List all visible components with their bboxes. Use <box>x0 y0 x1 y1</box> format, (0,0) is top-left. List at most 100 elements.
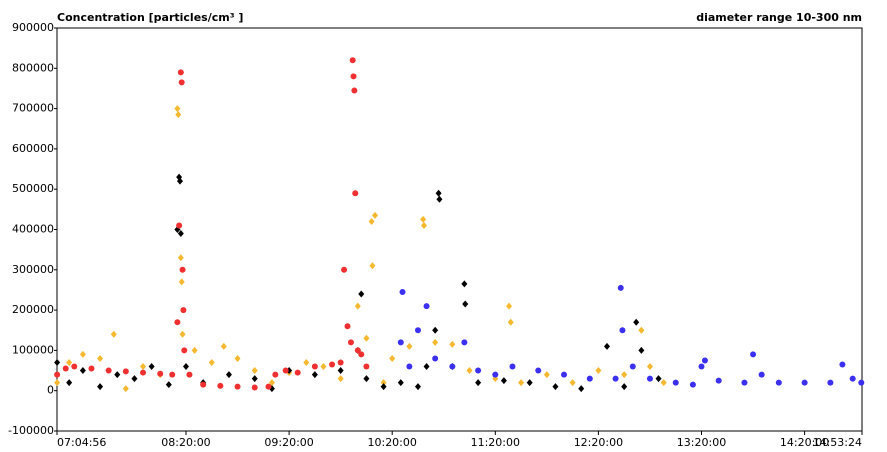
point <box>621 383 628 391</box>
point <box>66 358 73 366</box>
point <box>97 383 104 391</box>
point <box>849 375 856 382</box>
point <box>414 327 421 334</box>
point <box>569 379 576 387</box>
point <box>265 383 272 390</box>
point <box>406 342 413 350</box>
point <box>329 361 336 368</box>
point <box>177 69 184 76</box>
point <box>174 105 181 113</box>
point <box>176 222 183 229</box>
point <box>282 367 289 374</box>
point <box>251 384 258 391</box>
point <box>475 367 482 374</box>
point <box>175 111 182 119</box>
chart-title: Concentration [particles/cm³ ] <box>57 11 243 24</box>
y-tick-label: 900000 <box>12 21 54 34</box>
point <box>436 195 443 203</box>
point <box>62 365 69 372</box>
chart-subtitle: diameter range 10-300 nm <box>696 11 862 24</box>
x-tick-label: 07:04:56 <box>57 436 106 449</box>
y-tick-label: 100000 <box>12 343 54 356</box>
point <box>462 300 469 308</box>
point <box>191 346 198 354</box>
point <box>475 379 482 387</box>
point <box>54 371 61 378</box>
point <box>363 334 370 342</box>
point <box>337 375 344 383</box>
point <box>225 371 232 379</box>
point <box>750 351 757 358</box>
point <box>54 379 61 387</box>
point <box>105 367 112 374</box>
point <box>337 359 344 366</box>
point <box>420 215 427 223</box>
point <box>526 379 533 387</box>
point <box>66 379 73 387</box>
point <box>397 339 404 346</box>
point <box>341 266 348 273</box>
point <box>79 367 86 375</box>
point <box>432 355 439 362</box>
point <box>689 381 696 388</box>
point <box>354 302 361 310</box>
point <box>179 330 186 338</box>
point <box>354 347 361 354</box>
point <box>311 363 318 370</box>
point <box>801 379 808 386</box>
point <box>352 190 359 197</box>
point <box>406 363 413 370</box>
point <box>507 318 514 326</box>
point <box>701 357 708 364</box>
point <box>165 381 172 389</box>
point <box>420 221 427 229</box>
point <box>351 87 358 94</box>
point <box>380 379 387 387</box>
point <box>839 361 846 368</box>
point <box>638 326 645 334</box>
point <box>140 369 147 376</box>
point <box>646 375 653 382</box>
point <box>347 339 354 346</box>
point <box>251 375 258 383</box>
point <box>432 338 439 346</box>
y-tick-label: 400000 <box>12 223 54 236</box>
point <box>157 370 164 377</box>
point <box>363 363 370 370</box>
point <box>561 371 568 378</box>
point <box>358 290 365 298</box>
point <box>858 379 865 386</box>
point <box>423 303 430 310</box>
y-tick-label: 600000 <box>12 142 54 155</box>
point <box>140 363 147 371</box>
x-tick-label: 08:20:00 <box>161 436 210 449</box>
point <box>552 383 559 391</box>
point <box>217 382 224 389</box>
point <box>320 363 327 371</box>
point <box>337 367 344 375</box>
x-tick-label: 14:20:00 <box>780 436 829 449</box>
point <box>578 385 585 393</box>
point <box>174 319 181 326</box>
point <box>603 342 610 350</box>
point <box>97 354 104 362</box>
point <box>122 368 129 375</box>
point <box>621 371 628 379</box>
point <box>827 379 834 386</box>
point <box>633 318 640 326</box>
x-tick-label: 12:20:00 <box>574 436 623 449</box>
point <box>449 363 456 370</box>
y-tick-label: 200000 <box>12 303 54 316</box>
point <box>660 379 667 387</box>
point <box>461 339 468 346</box>
point <box>363 375 370 383</box>
point <box>54 358 61 366</box>
point <box>698 363 705 370</box>
y-tick-label: 500000 <box>12 182 54 195</box>
point <box>619 327 626 334</box>
point <box>399 288 406 295</box>
point <box>509 363 516 370</box>
point <box>368 217 375 225</box>
point <box>294 369 301 376</box>
